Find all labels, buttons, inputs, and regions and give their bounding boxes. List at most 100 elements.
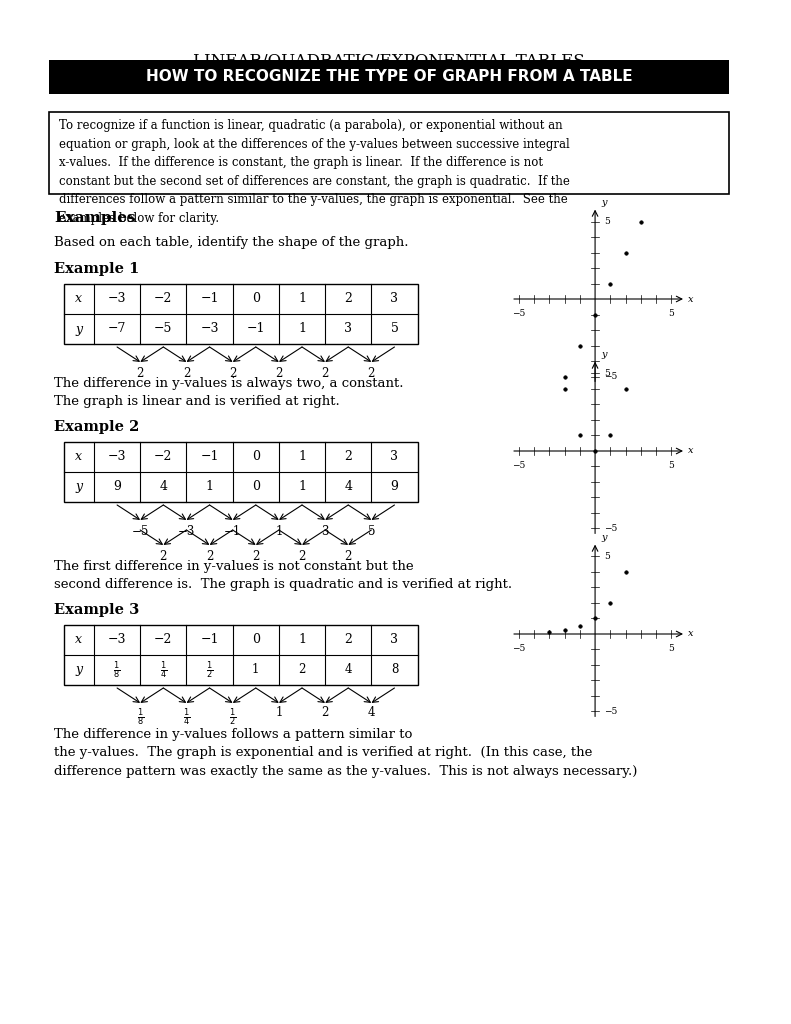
Text: 2: 2 (183, 367, 190, 380)
Text: 2: 2 (368, 367, 375, 380)
Text: −2: −2 (154, 634, 172, 646)
Text: 2: 2 (321, 706, 329, 719)
Text: x: x (75, 451, 82, 464)
Text: Example 3: Example 3 (54, 603, 139, 617)
Text: 2: 2 (344, 293, 352, 305)
Text: −1: −1 (200, 293, 219, 305)
Text: 2: 2 (321, 367, 329, 380)
Text: Example 2: Example 2 (54, 420, 139, 434)
Text: −1: −1 (200, 451, 219, 464)
Text: −3: −3 (108, 293, 127, 305)
Text: x: x (688, 295, 694, 303)
Text: Example 1: Example 1 (54, 262, 139, 276)
Text: 2: 2 (275, 367, 282, 380)
Text: $\frac{1}{4}$: $\frac{1}{4}$ (183, 706, 190, 728)
Text: 8: 8 (391, 664, 398, 677)
Text: 3: 3 (391, 634, 399, 646)
Text: y: y (75, 480, 82, 494)
Text: y: y (601, 350, 607, 359)
Text: 1: 1 (298, 293, 306, 305)
Text: 1: 1 (298, 323, 306, 336)
Text: HOW TO RECOGNIZE THE TYPE OF GRAPH FROM A TABLE: HOW TO RECOGNIZE THE TYPE OF GRAPH FROM … (146, 70, 632, 85)
Text: 1: 1 (275, 706, 282, 719)
Text: 9: 9 (113, 480, 121, 494)
Text: 4: 4 (345, 664, 352, 677)
Text: 0: 0 (252, 634, 259, 646)
Text: 2: 2 (344, 451, 352, 464)
Text: 1: 1 (298, 634, 306, 646)
Text: −1: −1 (200, 634, 219, 646)
Text: −2: −2 (154, 293, 172, 305)
Text: 5: 5 (668, 309, 674, 318)
Text: −3: −3 (108, 451, 127, 464)
Text: 0: 0 (252, 293, 259, 305)
Text: 1: 1 (275, 525, 282, 538)
Text: −3: −3 (200, 323, 219, 336)
Bar (49, 60, 729, 94)
Text: 2: 2 (345, 550, 352, 563)
Text: Based on each table, identify the shape of the graph.: Based on each table, identify the shape … (54, 236, 409, 249)
Text: 0: 0 (252, 480, 259, 494)
Text: 1: 1 (206, 480, 214, 494)
Text: −3: −3 (108, 634, 127, 646)
Text: 5: 5 (391, 323, 399, 336)
Text: −5: −5 (604, 372, 617, 381)
Text: 3: 3 (391, 451, 399, 464)
Text: 2: 2 (344, 634, 352, 646)
Text: 1: 1 (298, 451, 306, 464)
Text: 5: 5 (604, 552, 610, 561)
Text: 4: 4 (159, 480, 168, 494)
Bar (64, 284, 418, 344)
Text: y: y (75, 323, 82, 336)
Text: y: y (601, 534, 607, 543)
Text: −3: −3 (178, 525, 195, 538)
Text: 5: 5 (668, 461, 674, 470)
Bar (49, 112, 729, 194)
Bar (64, 442, 418, 502)
Text: $\frac{1}{2}$: $\frac{1}{2}$ (206, 659, 213, 681)
Text: −5: −5 (512, 309, 525, 318)
Text: −5: −5 (604, 707, 617, 716)
Text: y: y (75, 664, 82, 677)
Text: 5: 5 (604, 217, 610, 226)
Text: y: y (601, 199, 607, 208)
Text: 4: 4 (344, 480, 352, 494)
Text: Examples: Examples (54, 211, 136, 225)
Text: LINEAR/QUADRATIC/EXPONENTIAL TABLES: LINEAR/QUADRATIC/EXPONENTIAL TABLES (193, 52, 585, 69)
Text: 1: 1 (252, 664, 259, 677)
Text: −5: −5 (154, 323, 172, 336)
Text: To recognize if a function is linear, quadratic (a parabola), or exponential wit: To recognize if a function is linear, qu… (59, 119, 570, 224)
Text: 0: 0 (252, 451, 259, 464)
Text: 9: 9 (391, 480, 399, 494)
Text: 2: 2 (206, 550, 214, 563)
Text: x: x (75, 634, 82, 646)
Text: −7: −7 (108, 323, 127, 336)
Text: The difference in y-values follows a pattern similar to
the y-values.  The graph: The difference in y-values follows a pat… (54, 728, 638, 778)
Bar (64, 625, 418, 685)
Text: 2: 2 (160, 550, 167, 563)
Text: 5: 5 (604, 369, 610, 378)
Text: 2: 2 (137, 367, 144, 380)
Text: 3: 3 (321, 525, 329, 538)
Text: −1: −1 (224, 525, 241, 538)
Text: The first difference in y-values is not constant but the
second difference is.  : The first difference in y-values is not … (54, 560, 513, 592)
Text: −5: −5 (604, 524, 617, 534)
Text: 5: 5 (668, 644, 674, 653)
Text: 5: 5 (368, 525, 375, 538)
Text: $\frac{1}{2}$: $\frac{1}{2}$ (229, 706, 237, 728)
Text: 2: 2 (298, 550, 305, 563)
Text: 2: 2 (298, 664, 305, 677)
Text: −2: −2 (154, 451, 172, 464)
Text: 3: 3 (391, 293, 399, 305)
Text: 1: 1 (298, 480, 306, 494)
Text: 4: 4 (368, 706, 375, 719)
Text: x: x (75, 293, 82, 305)
Text: 3: 3 (344, 323, 352, 336)
Text: x: x (688, 630, 694, 639)
Text: The difference in y-values is always two, a constant.
The graph is linear and is: The difference in y-values is always two… (54, 377, 403, 409)
Text: x: x (688, 446, 694, 456)
Text: $\frac{1}{4}$: $\frac{1}{4}$ (160, 659, 167, 681)
Text: 2: 2 (229, 367, 237, 380)
Text: −5: −5 (512, 461, 525, 470)
Text: −5: −5 (131, 525, 149, 538)
